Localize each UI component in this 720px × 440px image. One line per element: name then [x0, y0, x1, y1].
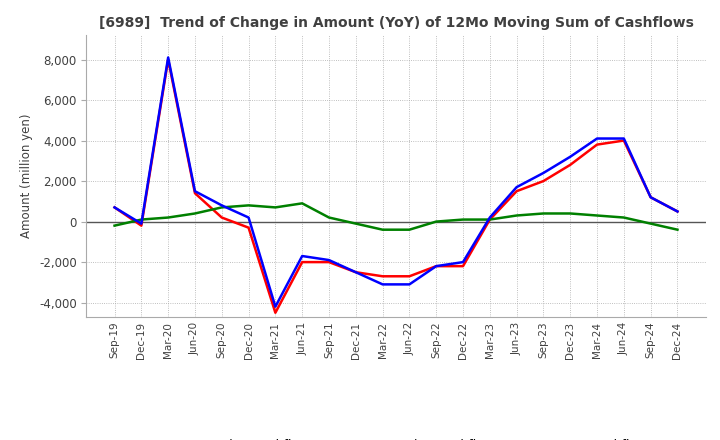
Free Cashflow	[566, 154, 575, 159]
Line: Operating Cashflow: Operating Cashflow	[114, 59, 678, 313]
Operating Cashflow	[647, 194, 655, 200]
Investing Cashflow	[351, 221, 360, 226]
Free Cashflow	[244, 215, 253, 220]
Y-axis label: Amount (million yen): Amount (million yen)	[20, 114, 33, 238]
Investing Cashflow	[619, 215, 628, 220]
Free Cashflow	[298, 253, 307, 259]
Investing Cashflow	[137, 217, 145, 222]
Free Cashflow	[673, 209, 682, 214]
Investing Cashflow	[485, 217, 494, 222]
Operating Cashflow	[325, 260, 333, 265]
Investing Cashflow	[513, 213, 521, 218]
Investing Cashflow	[191, 211, 199, 216]
Operating Cashflow	[164, 57, 173, 62]
Free Cashflow	[164, 55, 173, 60]
Operating Cashflow	[513, 189, 521, 194]
Investing Cashflow	[244, 203, 253, 208]
Free Cashflow	[271, 304, 279, 309]
Free Cashflow	[137, 221, 145, 226]
Investing Cashflow	[459, 217, 467, 222]
Title: [6989]  Trend of Change in Amount (YoY) of 12Mo Moving Sum of Cashflows: [6989] Trend of Change in Amount (YoY) o…	[99, 16, 693, 30]
Operating Cashflow	[271, 310, 279, 315]
Free Cashflow	[459, 260, 467, 265]
Investing Cashflow	[539, 211, 548, 216]
Free Cashflow	[325, 257, 333, 263]
Investing Cashflow	[405, 227, 414, 232]
Investing Cashflow	[378, 227, 387, 232]
Operating Cashflow	[351, 270, 360, 275]
Investing Cashflow	[593, 213, 601, 218]
Investing Cashflow	[110, 223, 119, 228]
Free Cashflow	[539, 170, 548, 176]
Investing Cashflow	[298, 201, 307, 206]
Investing Cashflow	[566, 211, 575, 216]
Free Cashflow	[593, 136, 601, 141]
Legend: Operating Cashflow, Investing Cashflow, Free Cashflow: Operating Cashflow, Investing Cashflow, …	[140, 434, 652, 440]
Operating Cashflow	[459, 264, 467, 269]
Operating Cashflow	[619, 138, 628, 143]
Investing Cashflow	[325, 215, 333, 220]
Investing Cashflow	[647, 221, 655, 226]
Free Cashflow	[485, 215, 494, 220]
Free Cashflow	[110, 205, 119, 210]
Free Cashflow	[378, 282, 387, 287]
Free Cashflow	[191, 189, 199, 194]
Free Cashflow	[217, 203, 226, 208]
Free Cashflow	[351, 270, 360, 275]
Free Cashflow	[405, 282, 414, 287]
Investing Cashflow	[673, 227, 682, 232]
Operating Cashflow	[298, 260, 307, 265]
Operating Cashflow	[485, 217, 494, 222]
Free Cashflow	[619, 136, 628, 141]
Investing Cashflow	[432, 219, 441, 224]
Operating Cashflow	[432, 264, 441, 269]
Line: Free Cashflow: Free Cashflow	[114, 58, 678, 307]
Operating Cashflow	[137, 223, 145, 228]
Line: Investing Cashflow: Investing Cashflow	[114, 203, 678, 230]
Free Cashflow	[432, 264, 441, 269]
Operating Cashflow	[405, 274, 414, 279]
Operating Cashflow	[110, 205, 119, 210]
Free Cashflow	[647, 194, 655, 200]
Operating Cashflow	[593, 142, 601, 147]
Investing Cashflow	[271, 205, 279, 210]
Operating Cashflow	[191, 191, 199, 196]
Operating Cashflow	[217, 215, 226, 220]
Operating Cashflow	[244, 225, 253, 230]
Operating Cashflow	[539, 179, 548, 184]
Investing Cashflow	[217, 205, 226, 210]
Free Cashflow	[513, 184, 521, 190]
Operating Cashflow	[566, 162, 575, 168]
Operating Cashflow	[673, 209, 682, 214]
Investing Cashflow	[164, 215, 173, 220]
Operating Cashflow	[378, 274, 387, 279]
